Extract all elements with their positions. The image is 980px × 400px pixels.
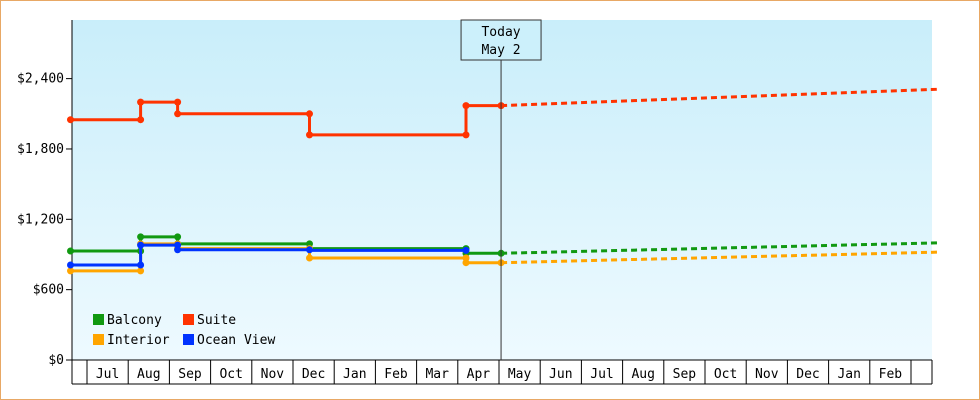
y-tick-label: $0 <box>48 353 64 368</box>
month-label: Jul <box>96 367 119 382</box>
series-line-suite <box>70 100 502 137</box>
month-label: May <box>508 367 532 382</box>
month-label: Jul <box>590 367 613 382</box>
y-tick-label: $1,800 <box>17 142 64 157</box>
month-label: Feb <box>384 367 408 382</box>
legend-label: Suite <box>197 313 236 328</box>
month-label: Aug <box>137 367 160 382</box>
month-label: Dec <box>302 367 325 382</box>
data-point-ocean-view <box>462 246 470 254</box>
data-point-balcony <box>137 233 145 241</box>
series-layer <box>67 87 940 275</box>
data-point-suite <box>137 98 145 106</box>
data-point-suite <box>306 131 313 139</box>
legend-swatch <box>93 334 104 345</box>
legend: Balcony Suite Interior Ocean View <box>93 313 275 348</box>
x-axis: Jul Aug Sep Oct Nov Dec Jan Feb Mar Apr May Jun Jul A… <box>71 359 933 385</box>
legend-label: Balcony <box>107 313 162 328</box>
data-point-suite <box>306 110 313 118</box>
data-point-ocean-view <box>137 241 145 249</box>
today-label: Today <box>481 25 520 40</box>
forecast-line-balcony <box>501 241 940 255</box>
y-tick-label: $2,400 <box>17 72 64 87</box>
month-label: Apr <box>467 367 491 382</box>
forecast-line-suite <box>501 87 940 108</box>
data-point-suite <box>137 116 145 124</box>
month-label: Nov <box>261 367 285 382</box>
data-point-interior <box>306 254 313 262</box>
data-point-interior <box>462 259 470 267</box>
month-label: Sep <box>673 367 697 382</box>
data-point-interior <box>137 267 145 275</box>
data-point-balcony <box>174 233 182 241</box>
month-label: Mar <box>425 367 449 382</box>
month-label: Oct <box>219 367 242 382</box>
data-point-ocean-view <box>67 261 74 269</box>
data-point-suite <box>67 116 74 124</box>
y-tick-label: $1,200 <box>17 212 64 227</box>
month-label: Jan <box>837 367 860 382</box>
forecast-line-interior <box>501 250 940 265</box>
data-point-balcony <box>67 247 74 255</box>
month-label: Jan <box>343 367 366 382</box>
month-label: Feb <box>879 367 903 382</box>
month-label: Aug <box>631 367 654 382</box>
month-label: Oct <box>714 367 737 382</box>
data-point-suite <box>462 102 470 110</box>
today-date: May 2 <box>481 43 520 58</box>
data-point-interior <box>67 267 74 275</box>
data-point-suite <box>174 98 182 106</box>
legend-label: Interior <box>107 333 170 348</box>
month-label: Dec <box>796 367 819 382</box>
y-axis: $0 $600 $1,200 $1,800 $2,400 <box>17 20 73 368</box>
data-point-ocean-view <box>174 246 182 254</box>
plot-area <box>72 20 932 360</box>
today-marker: Today May 2 <box>460 19 542 360</box>
y-tick-label: $600 <box>33 283 64 298</box>
legend-swatch <box>183 314 194 325</box>
data-point-suite <box>174 110 182 118</box>
data-point-ocean-view <box>137 261 145 269</box>
month-label: Sep <box>178 367 202 382</box>
legend-swatch <box>93 314 104 325</box>
month-label: Jun <box>549 367 572 382</box>
legend-label: Ocean View <box>197 333 275 348</box>
today-box <box>460 19 542 61</box>
month-label: Nov <box>755 367 779 382</box>
legend-swatch <box>183 334 194 345</box>
data-point-ocean-view <box>306 246 313 254</box>
data-point-suite <box>462 131 470 139</box>
